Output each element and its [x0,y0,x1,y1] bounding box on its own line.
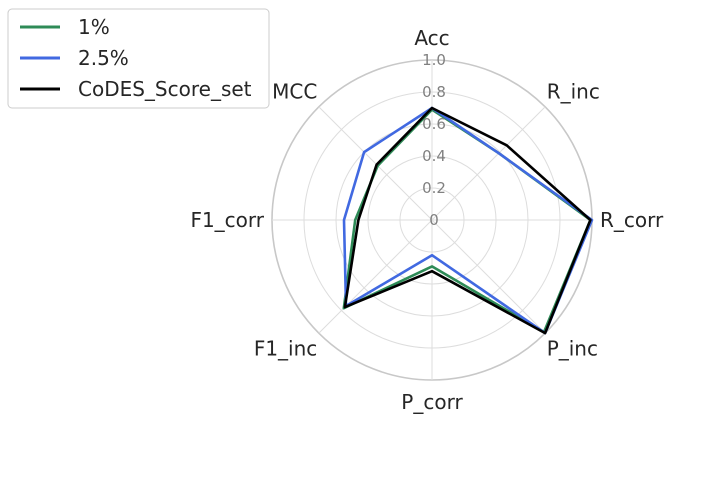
rtick-label-4: 0.8 [422,83,446,101]
legend: 1% 2.5% CoDES_Score_set [7,8,270,109]
legend-label-2: CoDES_Score_set [78,77,252,101]
rtick-label-1: 0.2 [422,179,446,197]
radar-grid [271,59,593,381]
radar-series [342,106,594,335]
legend-label-0: 1% [78,15,110,39]
grid-spoke-5 [318,219,433,334]
axis-label-r-corr: R_corr [600,208,664,232]
series-2-line [343,106,592,335]
grid-spoke-7 [318,106,433,221]
axis-label-acc: Acc [414,26,449,50]
axis-label-f1-inc: F1_inc [254,337,317,361]
axis-label-f1-corr: F1_corr [190,208,264,232]
axis-label-r-inc: R_inc [547,79,600,103]
grid-spoke-3 [431,219,546,334]
rtick-label-5: 1.0 [422,51,446,69]
series-0-line [342,108,592,334]
legend-label-1: 2.5% [78,46,129,70]
legend-frame [7,8,270,109]
grid-spoke-1 [431,106,546,221]
axis-label-p-corr: P_corr [401,390,463,414]
series-1-line [342,106,594,335]
rtick-label-3: 0.6 [422,115,446,133]
rtick-label-0: 0 [429,211,439,229]
axis-label-p-inc: P_inc [547,337,598,361]
axis-label-mcc: MCC [272,79,317,103]
rtick-label-2: 0.4 [422,147,446,165]
